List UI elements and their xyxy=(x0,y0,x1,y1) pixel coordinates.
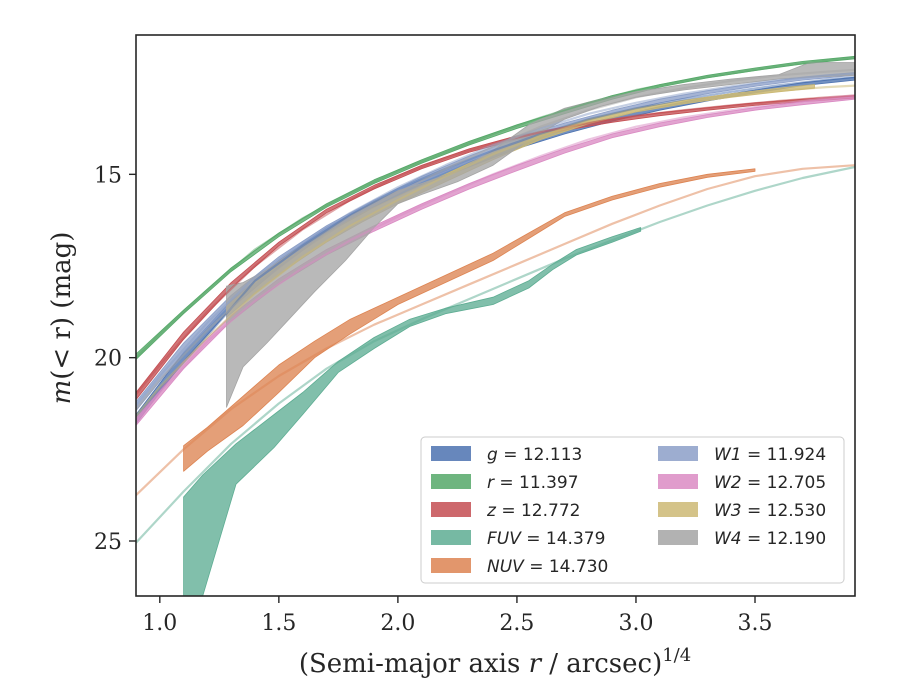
legend-label-w2: W2 = 12.705 xyxy=(714,473,826,493)
legend-swatch-w3 xyxy=(658,502,698,517)
fit-curve-r xyxy=(136,56,855,359)
fit-curve-w1 xyxy=(136,72,855,406)
x-tick-label: 3.5 xyxy=(738,611,773,636)
legend-label-g: g = 12.113 xyxy=(487,445,582,465)
x-tick-label: 2.0 xyxy=(380,611,415,636)
legend-frame xyxy=(420,436,845,584)
y-axis-ticks: 15 20 25 xyxy=(94,163,136,555)
legend-swatch-z xyxy=(431,502,471,517)
fit-curve-w4 xyxy=(136,68,855,410)
legend-swatch-w4 xyxy=(658,530,698,545)
x-tick-label: 3.0 xyxy=(618,611,653,636)
fit-curve-fuv xyxy=(136,165,855,544)
fit-curve-nuv xyxy=(136,164,855,496)
legend-label-nuv: NUV = 14.730 xyxy=(487,557,608,577)
legend-swatch-fuv xyxy=(431,530,471,545)
y-axis-label: m(< r) (mag) xyxy=(47,232,77,405)
legend-swatch-w1 xyxy=(658,446,698,461)
x-tick-label: 2.5 xyxy=(499,611,534,636)
legend-label-z: z = 12.772 xyxy=(486,501,580,521)
fit-curves xyxy=(136,56,855,544)
legend-label-r: r = 11.397 xyxy=(487,473,579,493)
fit-curve-g xyxy=(136,76,855,418)
legend: g = 12.113 r = 11.397 z = 12.772 FUV = 14.3… xyxy=(420,436,845,584)
y-tick-label: 20 xyxy=(94,347,122,372)
fit-curve-w3 xyxy=(136,84,855,417)
legend-label-w3: W3 = 12.530 xyxy=(714,501,826,521)
legend-label-w4: W4 = 12.190 xyxy=(714,529,826,549)
x-axis-ticks: 1.0 1.5 2.0 2.5 3.0 3.5 xyxy=(142,596,773,636)
fit-curve-z xyxy=(136,94,855,395)
x-axis-label: (Semi-major axis r / arcsec)1/4 xyxy=(299,645,691,679)
plot-frame xyxy=(135,34,856,597)
legend-swatch-nuv xyxy=(431,558,471,573)
band-r xyxy=(136,55,855,360)
y-tick-label: 15 xyxy=(94,163,122,188)
legend-swatch-w2 xyxy=(658,474,698,489)
legend-swatch-r xyxy=(431,474,471,489)
legend-label-w1: W1 = 11.924 xyxy=(714,445,826,465)
legend-label-fuv: FUV = 14.379 xyxy=(487,529,605,549)
legend-swatch-g xyxy=(431,446,471,461)
x-tick-label: 1.5 xyxy=(261,611,296,636)
band-nuv xyxy=(183,168,756,472)
y-tick-label: 25 xyxy=(94,530,122,555)
fit-curve-w2 xyxy=(136,94,855,423)
x-tick-label: 1.0 xyxy=(142,611,177,636)
